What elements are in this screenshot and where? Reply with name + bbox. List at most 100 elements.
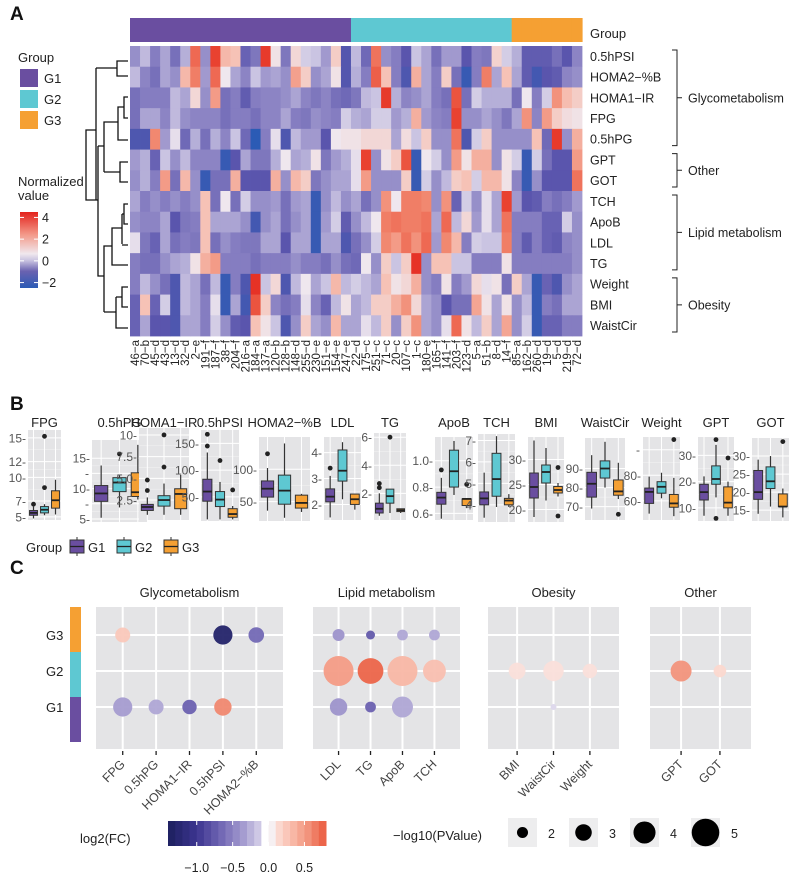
box-outlier xyxy=(204,431,210,437)
heatmap-cell xyxy=(511,273,523,295)
heatmap-cell xyxy=(270,66,282,88)
y-tick-label: 25- xyxy=(509,478,526,492)
box-outlier xyxy=(327,465,333,471)
heatmap-cell xyxy=(300,149,312,171)
heatmap-cell xyxy=(350,232,362,254)
heatmap-cell xyxy=(180,211,191,233)
heatmap-cell xyxy=(561,170,573,192)
heatmap-cell xyxy=(160,191,171,213)
heatmap-cell xyxy=(411,232,422,254)
heatmap-cell xyxy=(300,128,312,150)
heatmap-cell xyxy=(511,253,523,275)
y-tick-label: 15- xyxy=(73,452,90,466)
heatmap-cell xyxy=(270,170,282,192)
heatmap-cell xyxy=(310,170,322,192)
heatmap-cell xyxy=(180,170,191,192)
heatmap-cell xyxy=(401,128,412,150)
group-legend-swatch xyxy=(20,90,38,108)
heatmap-cell xyxy=(391,66,402,88)
heatmap-cell xyxy=(260,66,272,88)
heatmap-cell xyxy=(391,128,402,150)
heatmap-cell xyxy=(190,46,201,68)
y-tick-label: 10- xyxy=(73,482,90,496)
row-label: TG xyxy=(590,257,607,271)
row-labels: 0.5hPSI HOMA2−%B HOMA1−IR FPG 0.5hPG GPT GOT TC… xyxy=(590,50,661,333)
heatmap-cell xyxy=(290,66,302,88)
group-annotation-cell xyxy=(170,18,181,42)
heatmap-cell xyxy=(511,315,523,337)
heatmap-cell xyxy=(381,108,392,130)
y-tick-label: 150- xyxy=(175,437,199,451)
heatmap-cell xyxy=(481,46,492,68)
heatmap-cell xyxy=(441,315,452,337)
box-iqr xyxy=(448,449,460,488)
column-label: 85−a xyxy=(512,339,524,366)
facet-title: TG xyxy=(381,415,399,430)
heatmap-cell xyxy=(290,87,302,109)
group-annotation-cell xyxy=(391,18,402,42)
heatmap-cell xyxy=(140,232,151,254)
box-iqr xyxy=(599,460,611,479)
heatmap-cell xyxy=(300,108,312,130)
column-label: 8−d xyxy=(492,340,504,360)
color-legend-segment xyxy=(318,821,327,846)
heatmap-cell xyxy=(501,149,513,171)
heatmap-cell xyxy=(451,87,462,109)
group-legend-label: G1 xyxy=(44,71,61,86)
heatmap-cell xyxy=(260,87,272,109)
row-group-bracket xyxy=(672,153,682,188)
heatmap-cell xyxy=(441,211,452,233)
heatmap-cell xyxy=(501,170,513,192)
column-label: 148−d xyxy=(291,340,303,372)
bubble-point xyxy=(582,663,598,679)
heatmap-cell xyxy=(210,273,221,295)
y-tick-label: - xyxy=(85,466,89,480)
heatmap-cell xyxy=(521,108,533,130)
heatmap-cell xyxy=(431,232,442,254)
color-legend-tick-label: 0.5 xyxy=(296,861,313,875)
heatmap-cell xyxy=(170,253,181,275)
heatmap-cell xyxy=(210,211,221,233)
heatmap-cell xyxy=(130,294,141,316)
heatmap-cell xyxy=(200,273,211,295)
heatmap-cell xyxy=(350,191,362,213)
group-annotation-cell xyxy=(230,18,242,42)
size-legend-title: −log10(PValue) xyxy=(393,828,482,843)
heatmap-cell xyxy=(270,87,282,109)
heatmap-cell xyxy=(391,273,402,295)
heatmap-cell xyxy=(150,211,161,233)
x-tick-label: TG xyxy=(353,757,375,779)
heatmap-cell xyxy=(551,253,563,275)
column-label: 180−e xyxy=(421,340,433,372)
heatmap-cell xyxy=(150,253,161,275)
heatmap-cell xyxy=(471,149,482,171)
heatmap-cell xyxy=(461,273,472,295)
heatmap-cell xyxy=(130,170,141,192)
heatmap-cell xyxy=(240,253,251,275)
heatmap-cell xyxy=(220,315,231,337)
bubble-point xyxy=(113,697,133,717)
heatmap-cell xyxy=(280,87,292,109)
y-tick-label: 6- xyxy=(361,431,372,445)
box-iqr xyxy=(325,488,336,503)
heatmap-cell xyxy=(421,191,432,213)
heatmap-cell xyxy=(561,294,573,316)
heatmap-cell xyxy=(330,253,342,275)
heatmap-cell xyxy=(230,253,241,275)
heatmap-cell xyxy=(140,211,151,233)
heatmap-cell xyxy=(190,170,201,192)
heatmap-cell xyxy=(451,128,462,150)
heatmap-cell xyxy=(441,87,452,109)
column-label: 72−d xyxy=(572,340,584,366)
heatmap-cell xyxy=(350,253,362,275)
x-tick-label: LDL xyxy=(318,757,344,783)
heatmap-cell xyxy=(471,253,482,275)
heatmap-cell xyxy=(330,315,342,337)
x-tick-label: WaistCir xyxy=(516,757,559,800)
bubble-point xyxy=(550,704,557,710)
bubble-point xyxy=(366,630,376,640)
y-tick-label: 7- xyxy=(15,495,26,509)
heatmap-cell xyxy=(130,149,141,171)
heatmap-cell xyxy=(491,170,503,192)
heatmap-cell xyxy=(381,191,392,213)
